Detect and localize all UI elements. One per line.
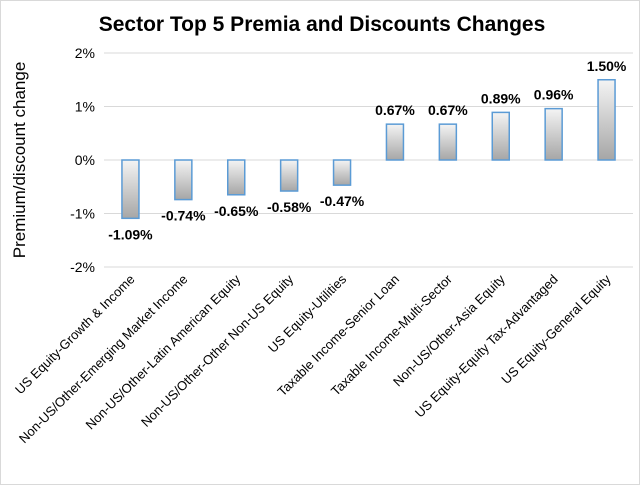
data-label: 1.50% bbox=[587, 58, 627, 74]
bar bbox=[385, 123, 405, 161]
y-tick-label: 1% bbox=[75, 99, 95, 115]
data-label: 0.96% bbox=[534, 87, 574, 103]
y-tick-label: -2% bbox=[70, 259, 95, 275]
bar bbox=[279, 159, 299, 192]
bar bbox=[332, 159, 352, 186]
y-tick-label: 2% bbox=[75, 45, 95, 61]
category-label: US Equity-General Equity bbox=[498, 271, 614, 387]
data-label: -0.58% bbox=[267, 199, 312, 215]
data-label: -0.47% bbox=[320, 193, 365, 209]
bars bbox=[121, 79, 616, 220]
y-tick-label: -1% bbox=[70, 206, 95, 222]
bar bbox=[121, 159, 140, 220]
data-label: 0.67% bbox=[428, 102, 468, 118]
data-label: 0.89% bbox=[481, 90, 521, 106]
bar bbox=[227, 159, 246, 196]
data-label: -1.09% bbox=[108, 226, 153, 242]
data-labels: -1.09% -0.74% -0.65% -0.58% -0.47% 0.67% 0.67%… bbox=[108, 58, 627, 243]
y-axis-label: Premium/discount change bbox=[10, 62, 29, 259]
bar bbox=[174, 159, 193, 201]
chart-title: Sector Top 5 Premia and Discounts Change… bbox=[99, 13, 546, 36]
y-tick-label: 0% bbox=[75, 152, 95, 168]
data-label: 0.67% bbox=[375, 102, 415, 118]
category-labels: US Equity-Growth & IncomeNon-US/Other-Em… bbox=[12, 271, 614, 446]
bar bbox=[438, 123, 458, 161]
y-axis-ticks: 2% 1% 0% -1% -2% bbox=[70, 45, 95, 275]
data-label: -0.65% bbox=[214, 203, 259, 219]
data-label: -0.74% bbox=[161, 208, 206, 224]
bar bbox=[544, 107, 563, 161]
bar bbox=[597, 79, 616, 161]
bar bbox=[491, 111, 510, 161]
